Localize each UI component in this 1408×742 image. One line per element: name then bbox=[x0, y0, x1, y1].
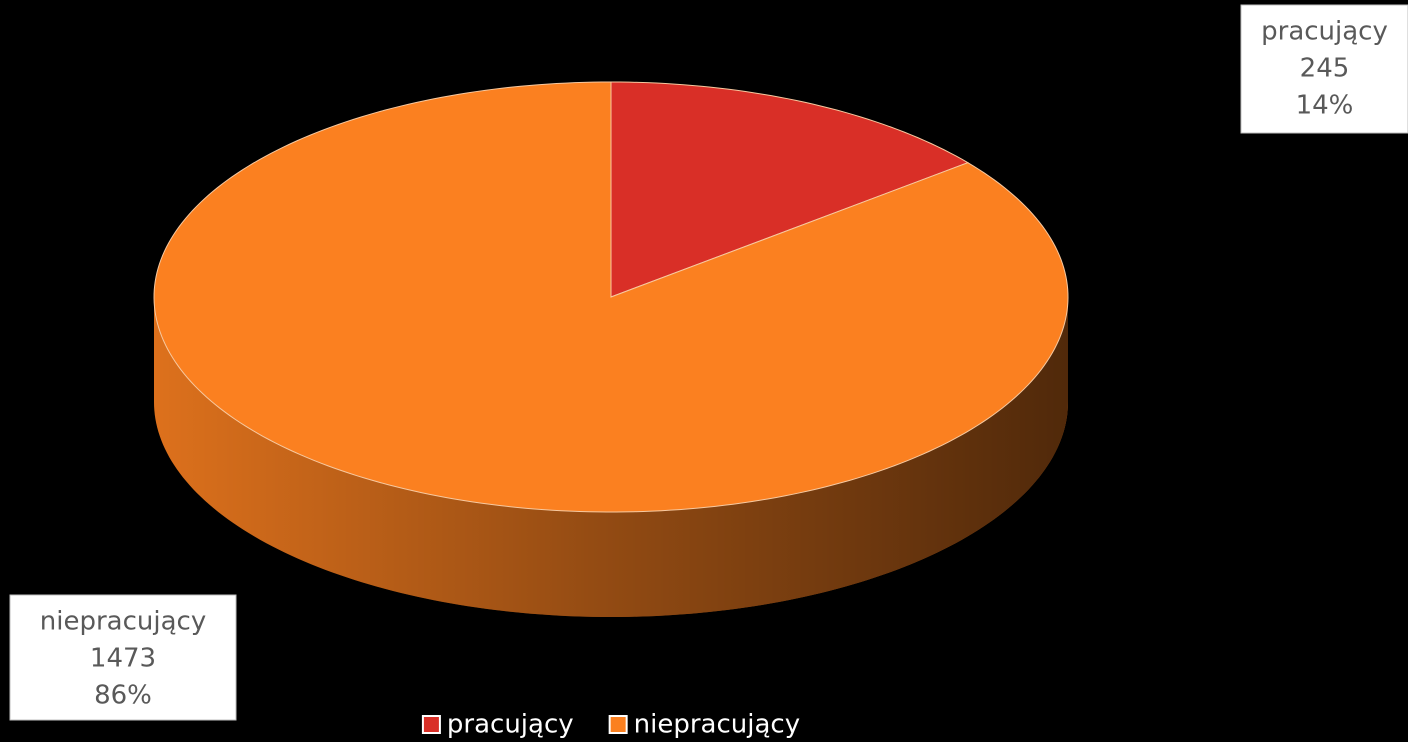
pie-slice bbox=[153, 81, 1069, 513]
data-label-percent: 14% bbox=[1296, 91, 1354, 121]
data-label-value: 1473 bbox=[90, 644, 156, 674]
pie-side-shade bbox=[154, 297, 1068, 617]
data-label-value: 245 bbox=[1300, 54, 1350, 84]
legend-label: niepracujący bbox=[634, 710, 800, 740]
data-label-box bbox=[1240, 4, 1408, 134]
data-label-name: pracujący bbox=[1261, 17, 1388, 47]
data-label-name: niepracujący bbox=[40, 607, 206, 637]
pie-slice bbox=[610, 81, 970, 298]
data-label-box bbox=[9, 594, 237, 721]
legend-swatch bbox=[421, 715, 441, 734]
legend-label: pracujący bbox=[447, 710, 574, 740]
legend-swatch bbox=[608, 715, 628, 734]
data-label-percent: 86% bbox=[94, 681, 152, 711]
